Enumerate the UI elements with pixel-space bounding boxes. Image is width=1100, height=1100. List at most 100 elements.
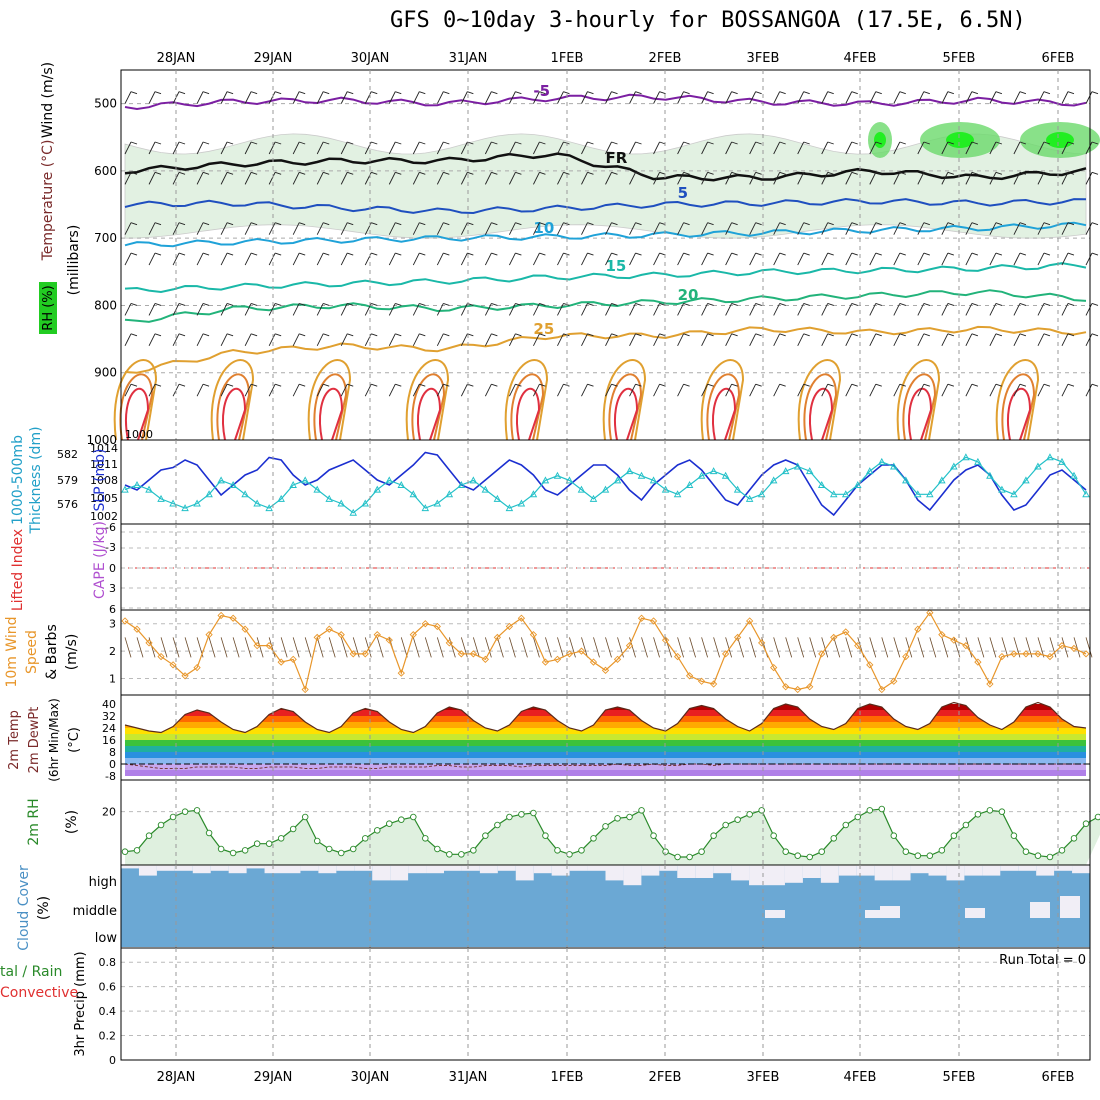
- diurnal-contour: [313, 373, 348, 441]
- wind-barb-flag: [755, 141, 762, 145]
- panel-frame-7: [120, 947, 1091, 1061]
- rh2m-marker: [205, 829, 213, 837]
- wind-barb-flag: [130, 303, 138, 306]
- wind-barb-10m: [124, 637, 132, 658]
- thickness-marker: [205, 490, 213, 498]
- wind-barb-flag: [1019, 171, 1027, 175]
- rh2m-marker: [169, 813, 177, 821]
- rh2m-marker: [145, 832, 153, 839]
- wind-barb-flag: [947, 222, 954, 226]
- wind-barb-flag: [899, 171, 906, 175]
- temp-tick: -8: [105, 770, 116, 783]
- wind-barb: [316, 222, 324, 235]
- thickness-marker: [193, 499, 201, 507]
- wind-barb: [268, 222, 276, 235]
- wind-barb: [196, 383, 204, 397]
- cloud-gap-high: [372, 866, 391, 881]
- wind-barb-10m: [521, 637, 528, 658]
- wind-barb: [845, 222, 853, 235]
- wind-barb-flag: [1067, 252, 1075, 256]
- wind-barb: [388, 303, 396, 316]
- wind-barb: [533, 383, 540, 397]
- thickness-marker: [433, 499, 442, 507]
- cloud-gap-high: [264, 866, 283, 874]
- wind-barb: [1085, 91, 1093, 104]
- wind-barb-flag: [683, 141, 690, 145]
- cloud-gap-high: [336, 866, 355, 871]
- wind-speed-marker: [938, 631, 946, 639]
- thickness-tick: 576: [57, 498, 78, 511]
- wind-barb: [605, 383, 612, 397]
- wind-barb-10m: [785, 637, 793, 658]
- wind-barb-flag: [299, 252, 306, 256]
- wind-barb-10m: [509, 637, 516, 658]
- wind-barb-flag: [539, 222, 546, 226]
- rh2m-marker: [217, 845, 225, 853]
- wind-barb-flag: [731, 141, 738, 145]
- cloud-gap-high: [874, 866, 893, 881]
- diurnal-contour: [504, 359, 549, 441]
- wind10-axis-label: 10m Wind: [4, 616, 20, 687]
- rh2m-marker: [181, 808, 189, 815]
- cloud-gap-high: [1036, 866, 1055, 876]
- wind-barb-flag: [1091, 141, 1099, 145]
- rh2m-marker: [782, 848, 789, 855]
- wind-barb-flag: [707, 91, 714, 95]
- cloud-gap-high: [228, 866, 247, 874]
- wind-barb: [484, 333, 492, 347]
- wind-barb: [749, 222, 757, 235]
- wind-barb: [749, 141, 757, 155]
- thickness-marker: [361, 499, 370, 507]
- cloud-gap-high: [964, 866, 983, 876]
- rh2m-marker: [578, 847, 585, 854]
- wind-barb-flag: [539, 333, 546, 337]
- wind-barb: [388, 383, 396, 397]
- wind-barb-flag: [851, 252, 858, 256]
- thickness-marker: [841, 490, 850, 498]
- wind-barb-10m: [713, 637, 720, 658]
- wind-barb: [749, 172, 757, 185]
- wind-barb: [533, 172, 540, 185]
- temp-color-band: [125, 746, 1086, 752]
- wind-barb-flag: [347, 252, 354, 256]
- cloud-gap-high: [641, 866, 660, 876]
- wind-barb: [773, 252, 781, 266]
- date-tick-bottom: 31JAN: [449, 1070, 488, 1085]
- pressure-tick: 500: [94, 97, 117, 111]
- wind-barb: [1061, 91, 1069, 104]
- wind-barb: [340, 252, 348, 266]
- wind-barb: [364, 383, 372, 397]
- wind-barb-flag: [299, 171, 306, 175]
- wind-speed-marker: [661, 636, 670, 644]
- wind-barb: [965, 222, 973, 235]
- wind-speed-marker: [445, 639, 453, 647]
- wind-barb-flag: [178, 303, 186, 306]
- wind-barb-10m: [376, 637, 384, 658]
- wind-barb-flag: [611, 303, 618, 306]
- wind-barb-10m: [364, 637, 372, 658]
- wind-barb: [917, 303, 925, 316]
- rh2m-marker: [1070, 835, 1078, 842]
- wind-axis-label: Wind (m/s): [40, 62, 56, 138]
- thickness-marker: [241, 490, 249, 498]
- diurnal-contour: [405, 359, 450, 441]
- wind-barb-flag: [611, 222, 618, 226]
- wind-barb: [292, 252, 300, 266]
- thickness-marker: [349, 508, 357, 516]
- rh2m-marker: [554, 847, 561, 854]
- wind-barb-flag: [178, 252, 186, 256]
- wind-barb-flag: [683, 91, 690, 95]
- date-tick-top: 4FEB: [844, 51, 877, 66]
- wind-barb: [220, 383, 228, 397]
- wind-barb: [941, 303, 949, 316]
- wind-barb-flag: [419, 333, 426, 337]
- wind-barb-10m: [1037, 637, 1045, 658]
- wind-speed-marker: [349, 650, 357, 658]
- thickness-marker: [457, 481, 466, 488]
- wind-barb-flag: [275, 383, 282, 387]
- wind-barb: [533, 91, 540, 104]
- wind-barb-flag: [683, 333, 690, 337]
- wind-barb-10m: [845, 637, 853, 658]
- wind-barb-flag: [731, 333, 738, 337]
- cloud-gap-middle: [965, 908, 985, 918]
